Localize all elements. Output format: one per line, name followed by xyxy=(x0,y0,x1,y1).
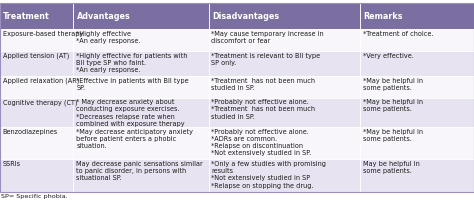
Text: * May decrease anxiety about
conducting exposure exercises.
*Decreases relapse r: * May decrease anxiety about conducting … xyxy=(76,99,185,127)
Bar xyxy=(73,29,209,51)
Bar xyxy=(73,98,209,128)
Text: Remarks: Remarks xyxy=(364,12,403,21)
Text: *Very effective.: *Very effective. xyxy=(363,53,414,59)
Text: *Probably not effective alone.
*ADRs are common.
*Relapse on discontinuation
*No: *Probably not effective alone. *ADRs are… xyxy=(211,129,311,156)
Text: Applied relaxation (AR): Applied relaxation (AR) xyxy=(3,78,79,84)
Bar xyxy=(360,3,474,29)
Text: *Highly effective for patients with
BII type SP who faint.
*An early response.: *Highly effective for patients with BII … xyxy=(76,53,188,73)
Text: May be helpful in
some patients.: May be helpful in some patients. xyxy=(363,161,420,174)
Text: Exposure-based therapy: Exposure-based therapy xyxy=(3,31,83,37)
Text: *Effective in patients with BII type
SP.: *Effective in patients with BII type SP. xyxy=(76,78,189,91)
Text: Advantages: Advantages xyxy=(77,12,130,21)
Text: *May be helpful in
some patients.: *May be helpful in some patients. xyxy=(363,129,423,142)
Bar xyxy=(73,3,209,29)
Bar xyxy=(360,98,474,128)
Text: SSRIs: SSRIs xyxy=(3,161,21,167)
Text: *May cause temporary increase in
discomfort or fear: *May cause temporary increase in discomf… xyxy=(211,31,324,44)
Bar xyxy=(0,51,73,76)
Bar xyxy=(209,76,360,98)
Bar xyxy=(360,128,474,159)
Text: Cognitive therapy (CT): Cognitive therapy (CT) xyxy=(3,99,77,106)
Bar xyxy=(360,29,474,51)
Text: *Only a few studies with promising
results
*Not extensively studied in SP
*Relap: *Only a few studies with promising resul… xyxy=(211,161,327,189)
Text: *Treatment of choice.: *Treatment of choice. xyxy=(363,31,434,37)
Bar xyxy=(360,159,474,192)
Bar xyxy=(209,29,360,51)
Bar xyxy=(209,159,360,192)
Text: *Highly effective
*An early response.: *Highly effective *An early response. xyxy=(76,31,141,44)
Text: *May decrease anticipatory anxiety
before patient enters a phobic
situation.: *May decrease anticipatory anxiety befor… xyxy=(76,129,193,149)
Text: SP= Specific phobia.: SP= Specific phobia. xyxy=(1,194,68,199)
Text: Treatment: Treatment xyxy=(3,12,50,21)
Bar xyxy=(0,29,73,51)
Bar xyxy=(73,159,209,192)
Bar xyxy=(0,128,73,159)
Text: *Treatment is relevant to BII type
SP only.: *Treatment is relevant to BII type SP on… xyxy=(211,53,320,66)
Bar xyxy=(360,51,474,76)
Text: *May be helpful in
some patients.: *May be helpful in some patients. xyxy=(363,99,423,112)
Bar xyxy=(73,51,209,76)
Bar xyxy=(360,76,474,98)
Bar xyxy=(0,3,474,192)
Text: Benzodiazepines: Benzodiazepines xyxy=(3,129,58,135)
Bar xyxy=(209,3,360,29)
Bar xyxy=(73,76,209,98)
Text: Applied tension (AT): Applied tension (AT) xyxy=(3,53,69,59)
Bar xyxy=(0,3,73,29)
Bar xyxy=(73,128,209,159)
Text: Disadvantages: Disadvantages xyxy=(212,12,279,21)
Bar xyxy=(0,76,73,98)
Bar xyxy=(209,51,360,76)
Bar xyxy=(209,128,360,159)
Text: *Probably not effective alone.
*Treatment  has not been much
studied in SP.: *Probably not effective alone. *Treatmen… xyxy=(211,99,315,119)
Bar xyxy=(0,98,73,128)
Bar xyxy=(0,159,73,192)
Text: *Treatment  has not been much
studied in SP.: *Treatment has not been much studied in … xyxy=(211,78,315,91)
Bar xyxy=(209,98,360,128)
Text: May decrease panic sensations similar
to panic disorder, in persons with
situati: May decrease panic sensations similar to… xyxy=(76,161,203,181)
Text: *May be helpful in
some patients.: *May be helpful in some patients. xyxy=(363,78,423,91)
